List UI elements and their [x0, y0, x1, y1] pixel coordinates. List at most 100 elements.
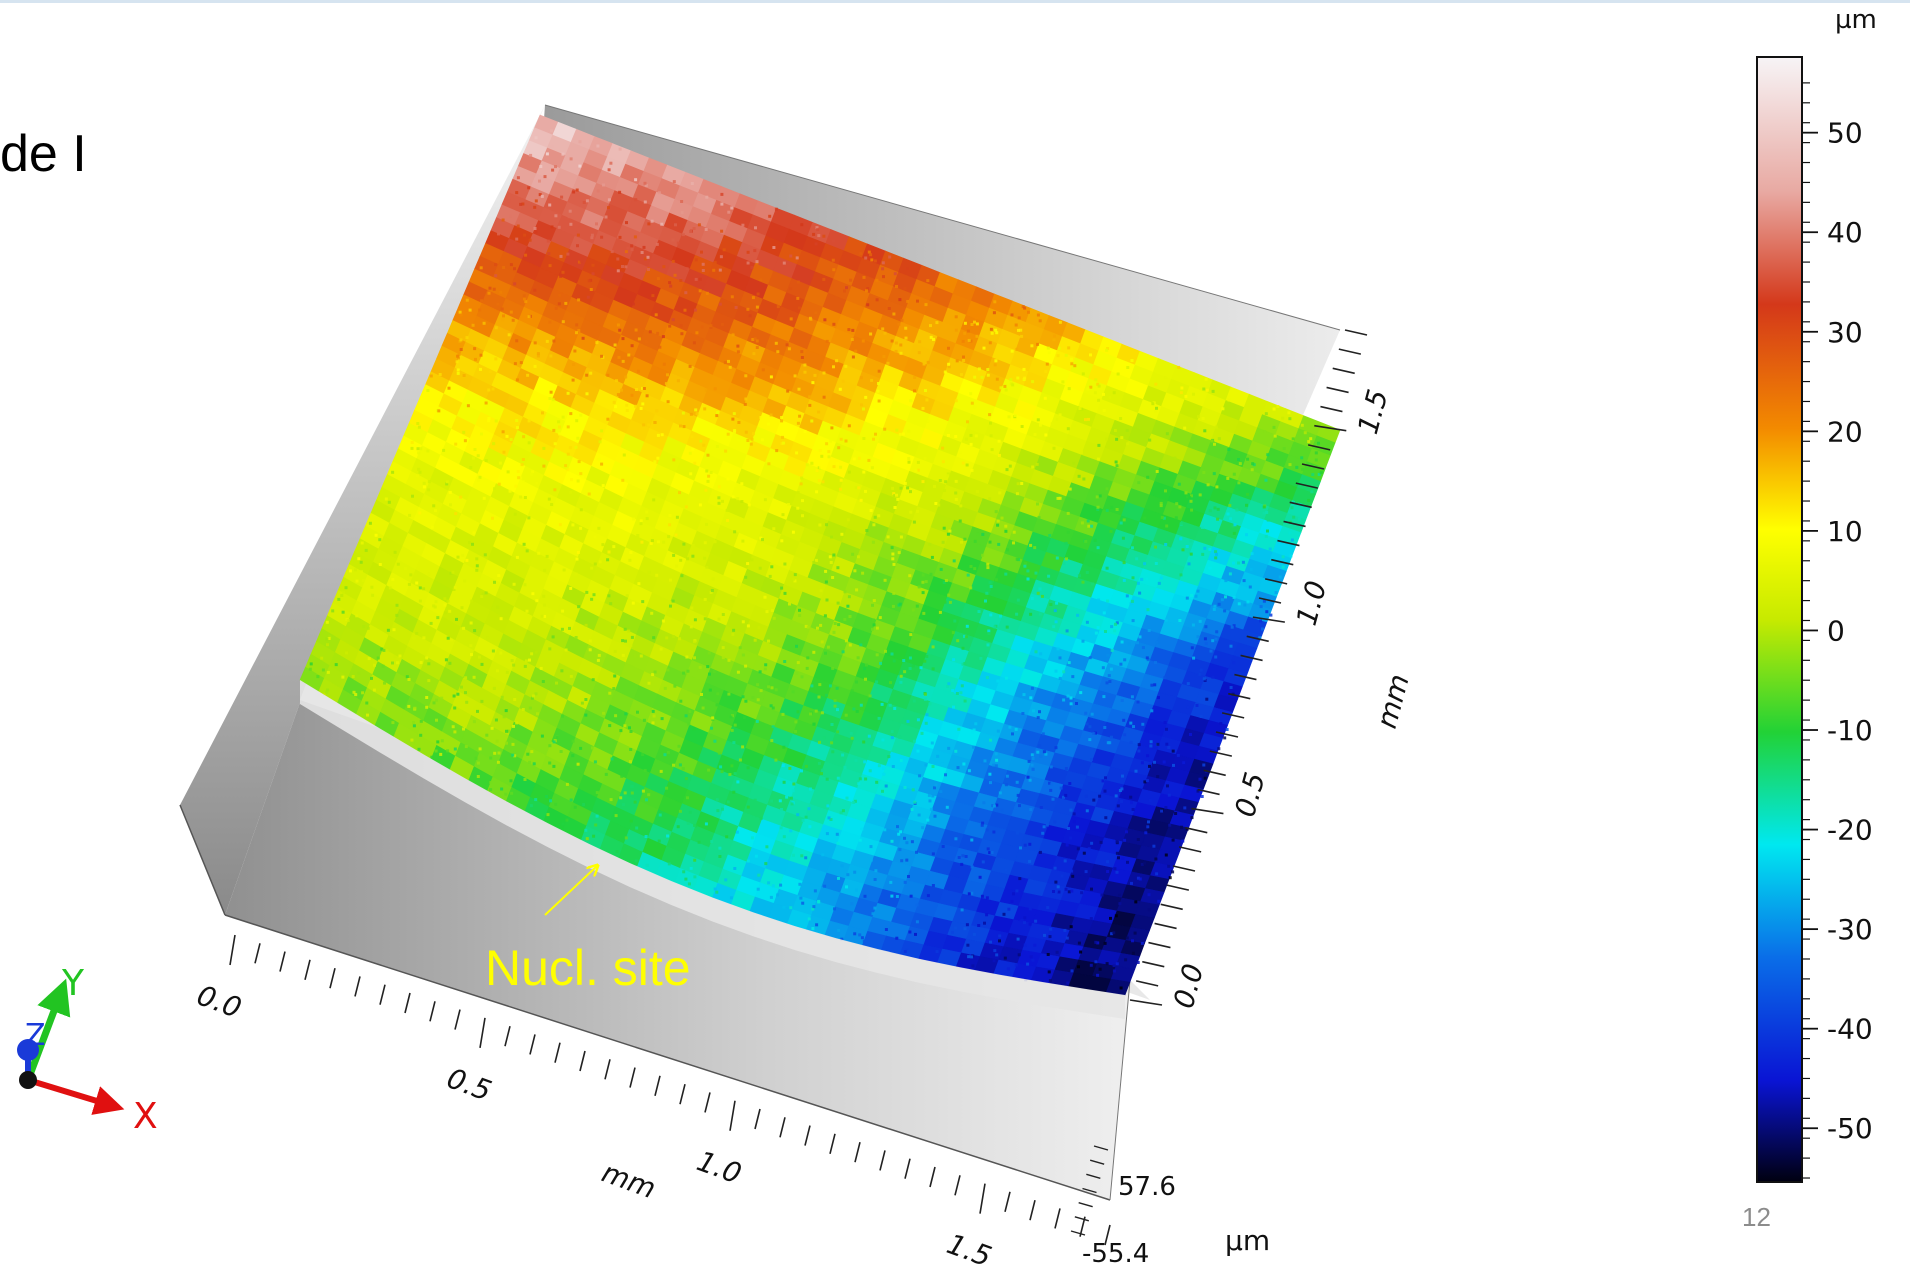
surface-texture: [1309, 437, 1313, 441]
surface-texture: [1029, 955, 1033, 959]
surface-texture: [910, 808, 914, 811]
surface-texture: [560, 669, 564, 673]
surface-texture: [906, 299, 910, 303]
surface-texture: [576, 233, 580, 237]
surface-texture: [1129, 721, 1133, 725]
surface-texture: [882, 355, 886, 358]
surface-texture: [1123, 658, 1127, 662]
surface-texture: [1006, 967, 1010, 971]
surface-texture: [698, 503, 702, 507]
surface-texture: [1071, 675, 1075, 679]
surface-texture: [553, 442, 557, 446]
surface-texture: [1064, 887, 1068, 891]
surface-texture: [710, 589, 714, 592]
surface-texture: [643, 181, 647, 185]
surface-texture: [1098, 794, 1102, 798]
surface-texture: [926, 894, 930, 898]
surface-texture: [898, 848, 902, 852]
surface-texture: [924, 303, 928, 307]
surface-texture: [840, 864, 844, 868]
surface-texture: [961, 461, 965, 465]
surface-texture: [640, 540, 644, 544]
surface-texture: [656, 540, 660, 544]
surface-texture: [590, 597, 594, 601]
surface-texture: [957, 856, 961, 859]
surface-texture: [917, 351, 921, 355]
surface-texture: [1089, 353, 1092, 357]
y-axis-tick: [1344, 329, 1368, 336]
surface-texture: [585, 392, 589, 396]
surface-texture: [849, 731, 853, 735]
surface-texture: [610, 757, 614, 761]
surface-texture: [830, 723, 834, 726]
surface-mesh: [299, 114, 1341, 1019]
x-axis-tick-label: 0.0: [193, 979, 246, 1025]
surface-texture: [393, 655, 397, 659]
surface-texture: [671, 259, 675, 263]
surface-texture: [916, 509, 920, 513]
surface-texture: [465, 558, 469, 562]
surface-texture: [527, 315, 531, 319]
y-axis-tick: [1154, 922, 1177, 930]
surface-texture: [804, 856, 808, 860]
surface-texture: [550, 225, 554, 229]
surface-texture: [868, 694, 872, 698]
surface-texture: [561, 714, 564, 718]
surface-texture: [899, 486, 903, 490]
surface-texture: [996, 519, 1000, 523]
surface-texture: [1266, 529, 1269, 533]
surface-texture: [783, 660, 787, 663]
surface-texture: [1069, 925, 1073, 929]
surface-texture: [660, 717, 664, 721]
surface-texture: [1119, 521, 1123, 525]
surface-texture: [1311, 473, 1315, 477]
surface-texture: [954, 315, 958, 319]
surface-texture: [426, 449, 430, 453]
surface-texture: [1317, 441, 1320, 445]
surface-texture: [706, 665, 710, 669]
surface-texture: [715, 890, 719, 894]
surface-texture: [793, 573, 797, 577]
surface-texture: [456, 692, 460, 696]
surface-texture: [1053, 334, 1056, 338]
surface-texture: [516, 224, 520, 228]
surface-texture: [803, 370, 807, 374]
surface-texture: [888, 255, 892, 259]
surface-texture: [1165, 524, 1169, 528]
surface-texture: [909, 490, 912, 494]
surface-texture: [1154, 661, 1157, 664]
surface-texture: [1113, 629, 1117, 633]
surface-texture: [718, 302, 722, 306]
surface-texture: [871, 618, 875, 622]
surface-texture: [789, 254, 793, 258]
surface-texture: [890, 839, 894, 843]
surface-texture: [1211, 389, 1215, 393]
surface-texture: [774, 341, 778, 345]
surface-texture: [345, 651, 349, 655]
surface-texture: [418, 599, 422, 603]
surface-texture: [1298, 517, 1301, 521]
surface-texture: [929, 807, 933, 811]
surface-texture: [636, 534, 640, 537]
surface-texture: [407, 704, 411, 708]
surface-texture: [824, 569, 828, 573]
surface-texture: [864, 256, 868, 260]
surface-texture: [1017, 953, 1021, 957]
surface-texture: [828, 684, 832, 688]
surface-texture: [688, 710, 692, 714]
surface-texture: [832, 239, 836, 243]
surface-texture: [484, 459, 488, 463]
surface-texture: [387, 500, 391, 504]
surface-texture: [867, 458, 871, 462]
x-axis-tick: [229, 934, 236, 966]
surface-texture: [929, 572, 933, 576]
surface-texture: [674, 533, 678, 537]
surface-texture: [1157, 899, 1161, 903]
surface-texture: [1131, 951, 1135, 955]
surface-texture: [1115, 508, 1119, 511]
surface-texture: [629, 760, 632, 764]
surface-texture: [799, 482, 803, 486]
surface-texture: [1015, 612, 1019, 616]
surface-texture: [1016, 482, 1020, 486]
surface-texture: [1044, 433, 1048, 437]
